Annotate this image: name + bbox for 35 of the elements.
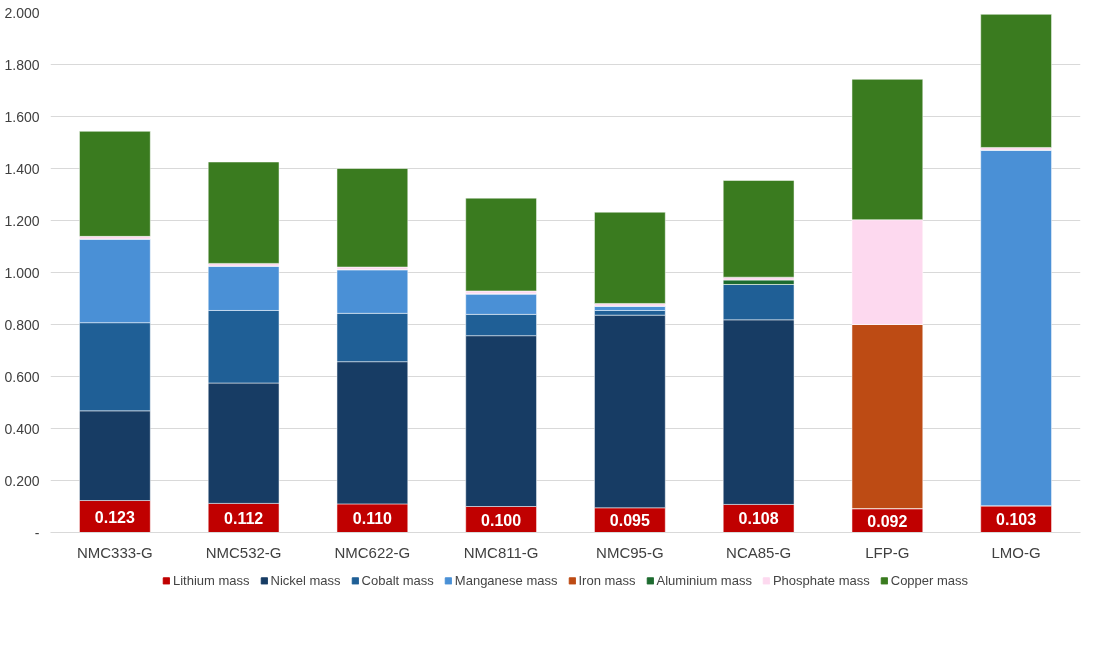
data-label: 0.100 [481,511,522,529]
y-tick-label: 2.000 [4,4,40,21]
x-tick-label: NCA85-G [726,543,792,561]
x-tick-label: LFP-G [865,543,910,561]
legend-label: Iron mass [578,572,636,588]
x-tick-label: NMC532-G [205,543,282,561]
legend-label: Copper mass [890,572,969,588]
x-tick-label: NMC811-G [463,543,539,561]
data-label: 0.112 [224,509,264,527]
y-tick-label: 0.800 [4,316,40,333]
legend-label: Cobalt mass [361,572,434,588]
y-tick-label: 0.400 [4,420,40,437]
y-tick-label: 0.200 [4,472,40,489]
y-tick-label: 1.000 [4,264,40,281]
y-tick-label: 1.400 [4,160,40,177]
y-tick-label: 1.600 [4,108,40,125]
legend-label: Phosphate mass [772,572,870,588]
y-tick-label: 1.200 [4,212,40,229]
data-label: 0.103 [996,511,1037,529]
x-tick-label: LMO-G [991,543,1041,561]
data-label: 0.092 [867,512,908,530]
data-label: 0.123 [94,508,135,526]
legend-label: Manganese mass [454,572,558,588]
legend-label: Nickel mass [270,572,341,588]
x-tick-label: NMC95-G [596,543,664,561]
data-label: 0.108 [738,510,779,528]
data-label: 0.095 [609,512,650,530]
x-tick-label: NMC333-G [76,543,153,561]
y-tick-label: 1.800 [4,56,40,73]
legend-label: Lithium mass [172,572,250,588]
legend-label: Aluminium mass [656,572,752,588]
y-tick-label: 0.600 [4,368,40,385]
x-tick-label: NMC622-G [334,543,411,561]
y-tick-label: - [34,524,40,541]
data-label: 0.110 [352,510,393,528]
